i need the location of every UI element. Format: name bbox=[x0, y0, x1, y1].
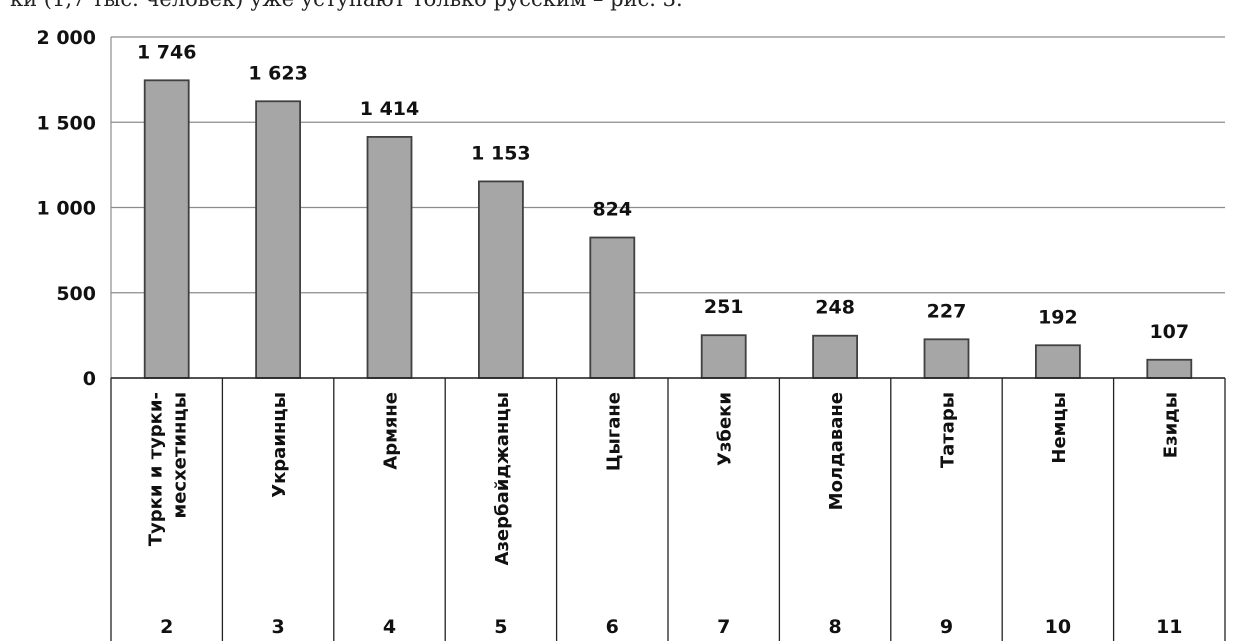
category-label-group: Турки и турки-месхетинцы bbox=[146, 392, 191, 546]
bar bbox=[589, 236, 636, 379]
category-label-group: Езиды bbox=[1160, 392, 1181, 458]
bar bbox=[143, 79, 190, 379]
y-tick-label: 0 bbox=[83, 368, 96, 390]
category-label-group: Украинцы bbox=[269, 392, 290, 498]
category-label-group: Немцы bbox=[1049, 392, 1070, 464]
category-label: Молдаване bbox=[826, 392, 847, 510]
category-label-group: Армяне bbox=[381, 392, 402, 470]
category-index: 8 bbox=[828, 616, 841, 638]
bar-value-label: 1 623 bbox=[248, 62, 308, 84]
category-index: 4 bbox=[383, 616, 396, 638]
bar-value-label: 1 746 bbox=[137, 41, 197, 63]
category-label: месхетинцы bbox=[170, 392, 191, 519]
y-axis-tick-labels: 0 500 1 000 1 500 2 000 bbox=[37, 27, 97, 390]
bar-value-label: 107 bbox=[1149, 321, 1189, 343]
category-index: 2 bbox=[160, 616, 173, 638]
category-index-labels: 2 3 4 5 6 7 8 9 10 11 bbox=[160, 616, 1182, 638]
category-label: Турки и турки- bbox=[146, 392, 167, 546]
bar-value-label: 227 bbox=[927, 300, 967, 322]
y-tick-label: 500 bbox=[56, 283, 96, 305]
category-index: 9 bbox=[940, 616, 953, 638]
category-label-group: Молдаване bbox=[826, 392, 847, 510]
category-index: 6 bbox=[606, 616, 619, 638]
category-label: Азербайджанцы bbox=[492, 392, 513, 565]
bar-value-label: 1 414 bbox=[360, 98, 420, 120]
bar bbox=[700, 334, 747, 379]
category-table bbox=[110, 377, 1226, 641]
category-index: 11 bbox=[1156, 616, 1182, 638]
bar-value-label: 248 bbox=[815, 297, 855, 319]
data-labels: 1 746 1 623 1 414 1 153 824 251 248 227 192 107 bbox=[137, 41, 1189, 342]
category-label: Украинцы bbox=[269, 392, 290, 498]
bar-value-label: 824 bbox=[592, 199, 632, 221]
bar bbox=[1146, 358, 1193, 379]
bars bbox=[143, 79, 1193, 379]
category-label-group: Татары bbox=[938, 392, 959, 468]
bar-value-label: 251 bbox=[704, 296, 744, 318]
caption-text-fragment: ки (1,7 тыс. человек) уже уступают тольк… bbox=[10, 0, 683, 11]
category-index: 5 bbox=[494, 616, 507, 638]
category-label: Немцы bbox=[1049, 392, 1070, 464]
category-label: Езиды bbox=[1160, 392, 1181, 458]
category-label: Цыгане bbox=[603, 392, 624, 471]
y-tick-label: 2 000 bbox=[37, 27, 97, 49]
category-index: 10 bbox=[1045, 616, 1071, 638]
category-labels: Турки и турки-месхетинцы Украинцы Армяне Аз… bbox=[146, 392, 1182, 565]
category-label-group: Цыгане bbox=[603, 392, 624, 471]
bar bbox=[366, 136, 413, 379]
category-index: 7 bbox=[717, 616, 730, 638]
bar-value-label: 192 bbox=[1038, 306, 1078, 328]
bar-value-label: 1 153 bbox=[471, 142, 531, 164]
category-label: Армяне bbox=[381, 392, 402, 470]
category-index: 3 bbox=[271, 616, 284, 638]
bar bbox=[255, 100, 302, 379]
category-label: Татары bbox=[938, 392, 959, 468]
bar bbox=[477, 180, 524, 379]
y-tick-label: 1 000 bbox=[37, 198, 97, 220]
bar bbox=[923, 338, 970, 379]
category-label-group: Узбеки bbox=[715, 392, 736, 466]
y-tick-label: 1 500 bbox=[37, 112, 97, 134]
category-label-group: Азербайджанцы bbox=[492, 392, 513, 565]
bar bbox=[1035, 344, 1081, 379]
category-label: Узбеки bbox=[715, 392, 736, 466]
bar bbox=[812, 334, 858, 379]
